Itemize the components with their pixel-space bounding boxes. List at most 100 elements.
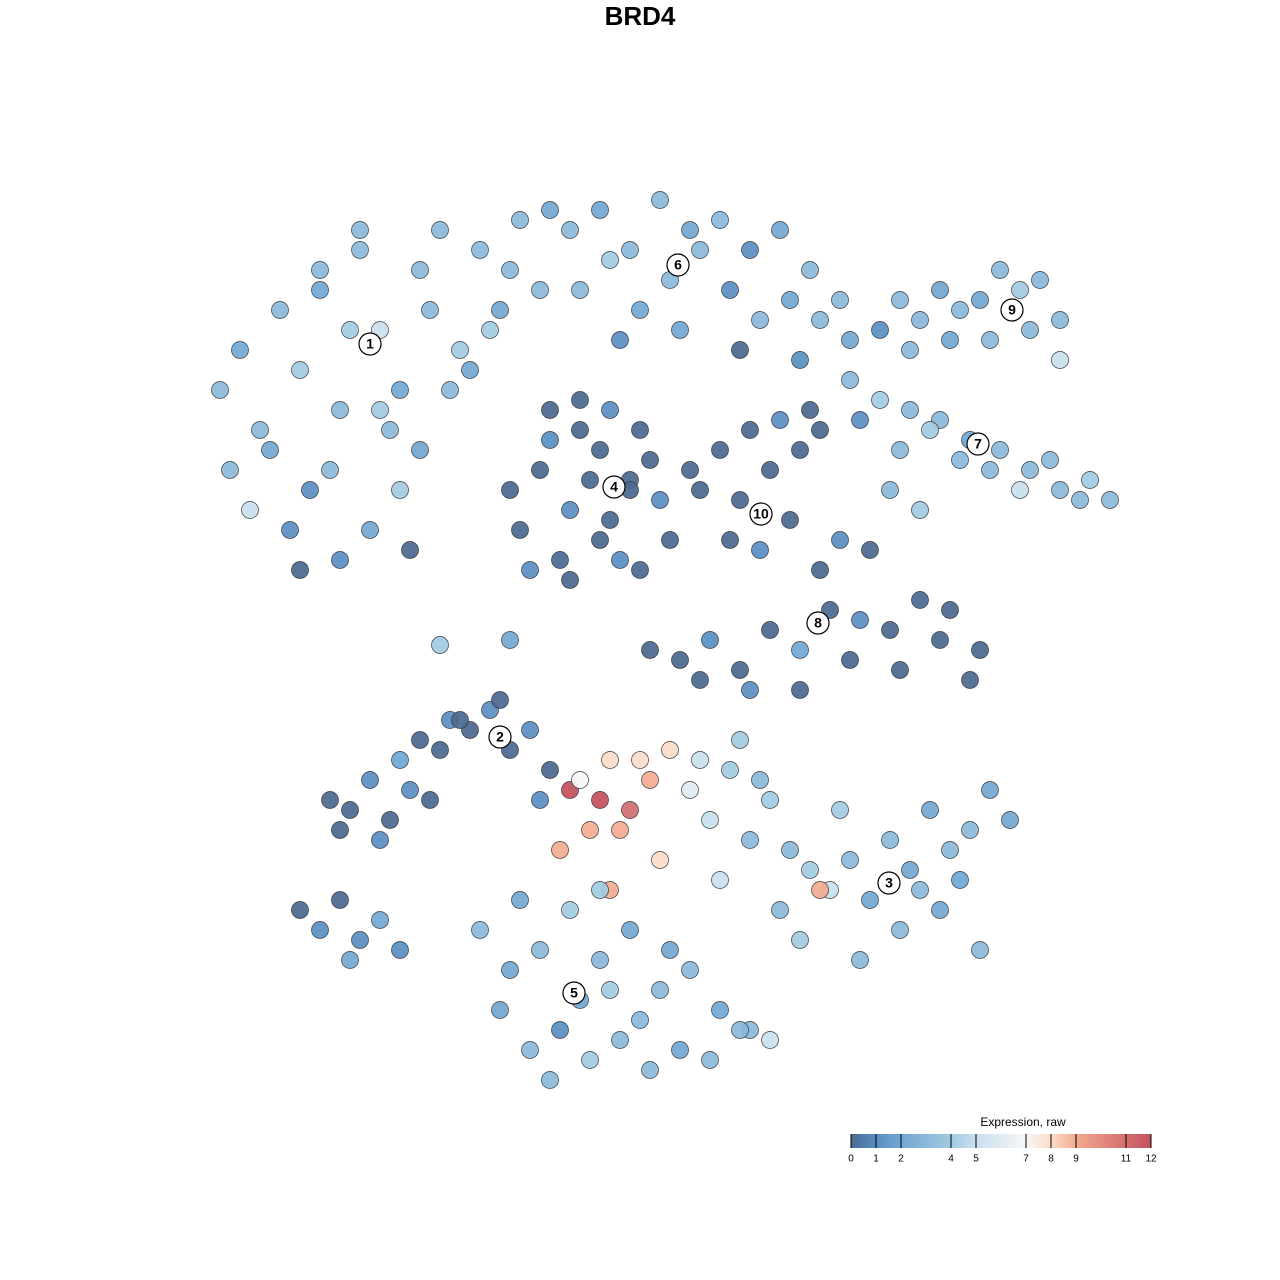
point (411, 261, 429, 279)
cluster-label: 7 (974, 436, 982, 452)
point (901, 341, 919, 359)
cluster-label: 4 (610, 479, 618, 495)
point (711, 211, 729, 229)
point (501, 261, 519, 279)
cluster-label-marker (562, 981, 586, 1005)
point (901, 401, 919, 419)
point (701, 631, 719, 649)
point (731, 491, 749, 509)
point (211, 381, 229, 399)
colorbar-tick-label: 11 (1121, 1154, 1132, 1165)
point (681, 781, 699, 799)
point (591, 791, 609, 809)
point (551, 841, 569, 859)
point (721, 761, 739, 779)
point (781, 291, 799, 309)
point (1101, 491, 1119, 509)
point (771, 901, 789, 919)
cluster-label-marker (602, 475, 626, 499)
point (451, 341, 469, 359)
cluster-label: 6 (674, 257, 682, 273)
point (661, 741, 679, 759)
point (791, 441, 809, 459)
point (471, 241, 489, 259)
point (251, 421, 269, 439)
point (791, 351, 809, 369)
point (541, 401, 559, 419)
point (891, 291, 909, 309)
point (431, 636, 449, 654)
point (561, 501, 579, 519)
point (371, 911, 389, 929)
point (341, 951, 359, 969)
point (1051, 481, 1069, 499)
cluster-label-marker (966, 432, 990, 456)
point (931, 631, 949, 649)
point (591, 441, 609, 459)
colorbar-tick-label: 1 (873, 1154, 879, 1165)
point (651, 981, 669, 999)
cluster-labels: 1 6 4 10 9 7 8 2 3 5 (358, 253, 1024, 1005)
point (571, 421, 589, 439)
point (941, 331, 959, 349)
point (1051, 311, 1069, 329)
point (791, 931, 809, 949)
point (911, 311, 929, 329)
point (641, 451, 659, 469)
point (351, 241, 369, 259)
point (941, 841, 959, 859)
point (641, 771, 659, 789)
point (661, 531, 679, 549)
point (311, 261, 329, 279)
point (581, 1051, 599, 1069)
point (491, 301, 509, 319)
point (801, 401, 819, 419)
point (851, 411, 869, 429)
point (671, 1041, 689, 1059)
cluster-label-marker (666, 253, 690, 277)
point (481, 321, 499, 339)
point (671, 651, 689, 669)
point (811, 311, 829, 329)
point (791, 641, 809, 659)
point (731, 1021, 749, 1039)
chart-title: BRD4 (605, 1, 676, 31)
point (321, 791, 339, 809)
point (871, 391, 889, 409)
cluster-label: 9 (1008, 302, 1016, 318)
point (961, 821, 979, 839)
point (591, 201, 609, 219)
point (751, 311, 769, 329)
point (1021, 321, 1039, 339)
point (401, 541, 419, 559)
point (671, 321, 689, 339)
point (571, 281, 589, 299)
point (921, 421, 939, 439)
point (531, 791, 549, 809)
point (931, 901, 949, 919)
point (571, 771, 589, 789)
point (371, 831, 389, 849)
point (621, 921, 639, 939)
point (531, 941, 549, 959)
point (291, 901, 309, 919)
point (891, 661, 909, 679)
point (971, 641, 989, 659)
point (921, 801, 939, 819)
point (801, 261, 819, 279)
point (781, 511, 799, 529)
point (831, 291, 849, 309)
point (431, 741, 449, 759)
point (831, 801, 849, 819)
point (851, 611, 869, 629)
point (811, 881, 829, 899)
point (331, 401, 349, 419)
point (381, 811, 399, 829)
point (431, 221, 449, 239)
point (861, 891, 879, 909)
point (321, 461, 339, 479)
point (811, 561, 829, 579)
point (841, 331, 859, 349)
point (611, 551, 629, 569)
